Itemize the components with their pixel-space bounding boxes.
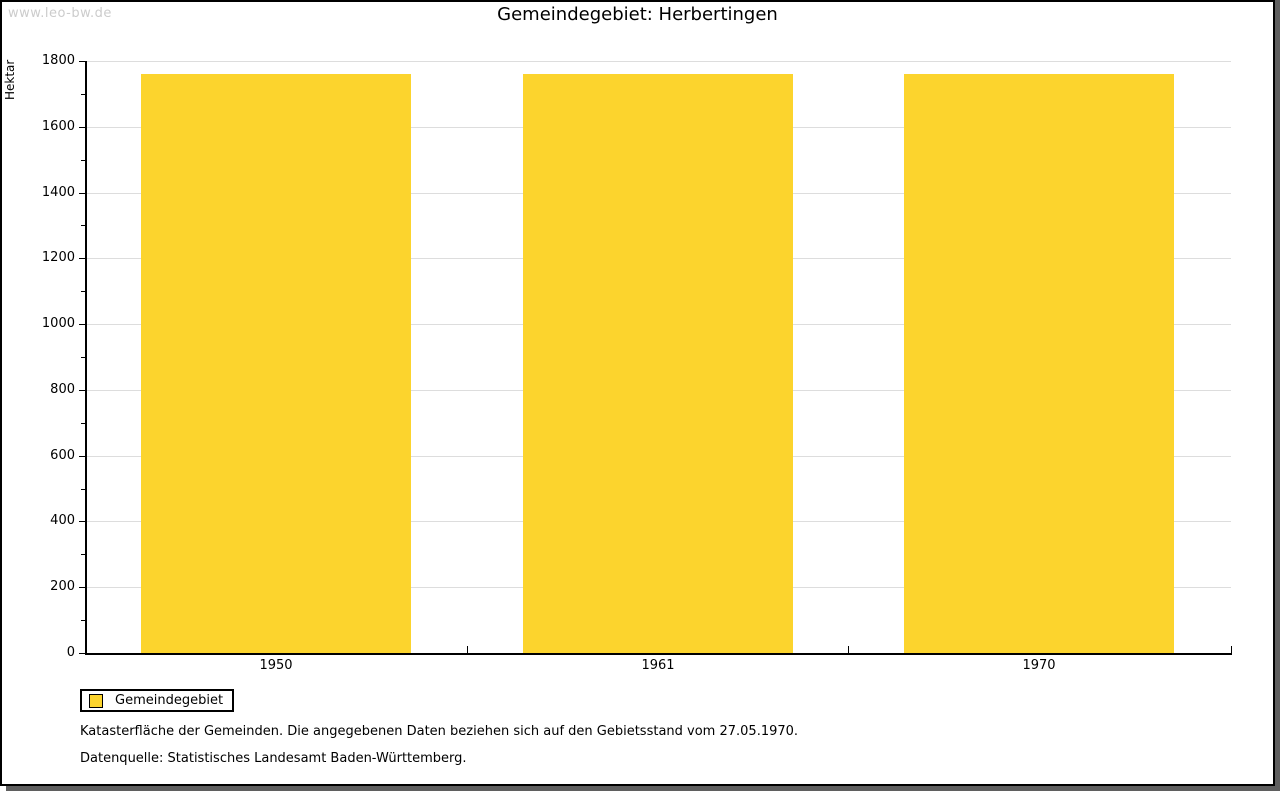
y-axis-minor-tick xyxy=(81,225,85,226)
x-axis-tick-label: 1970 xyxy=(1022,658,1056,673)
y-axis-major-tick xyxy=(79,193,85,194)
y-axis-tick-label: 800 xyxy=(50,382,75,397)
y-axis-tick-label: 0 xyxy=(66,645,75,660)
bar-1950 xyxy=(141,74,411,653)
y-axis-tick-label: 1800 xyxy=(41,53,75,68)
x-axis-boundary-tick xyxy=(467,646,468,653)
y-axis-tick-label: 1600 xyxy=(41,119,75,134)
y-axis-major-tick xyxy=(79,127,85,128)
y-axis-major-tick xyxy=(79,456,85,457)
y-axis-major-tick xyxy=(79,653,85,654)
gridline-1800 xyxy=(87,61,1231,62)
y-axis-major-tick xyxy=(79,61,85,62)
y-axis-minor-tick xyxy=(81,94,85,95)
y-axis-minor-tick xyxy=(81,489,85,490)
y-axis-minor-tick xyxy=(81,291,85,292)
y-axis-major-tick xyxy=(79,258,85,259)
watermark: www.leo-bw.de xyxy=(8,6,112,21)
y-axis-major-tick xyxy=(79,521,85,522)
legend-swatch xyxy=(89,693,103,708)
y-axis-minor-tick xyxy=(81,554,85,555)
frame-shadow-bottom xyxy=(6,786,1280,791)
legend: Gemeindegebiet xyxy=(80,689,234,712)
x-axis-boundary-tick xyxy=(848,646,849,653)
bar-1970 xyxy=(904,74,1174,653)
y-axis-major-tick xyxy=(79,587,85,588)
footnote-source: Datenquelle: Statistisches Landesamt Bad… xyxy=(80,751,467,766)
y-axis-minor-tick xyxy=(81,160,85,161)
bar-1961 xyxy=(523,74,793,653)
legend-label: Gemeindegebiet xyxy=(115,693,224,708)
y-axis-tick-label: 600 xyxy=(50,448,75,463)
y-axis-tick-label: 400 xyxy=(50,513,75,528)
y-axis-tick-label: 1200 xyxy=(41,250,75,265)
x-axis-end-tick xyxy=(1231,646,1232,653)
y-axis-tick-label: 1400 xyxy=(41,185,75,200)
y-axis-minor-tick xyxy=(81,423,85,424)
y-axis-major-tick xyxy=(79,324,85,325)
y-axis-line xyxy=(85,61,87,655)
y-axis-tick-label: 200 xyxy=(50,579,75,594)
footnote-description: Katasterfläche der Gemeinden. Die angege… xyxy=(80,724,799,739)
y-axis-major-tick xyxy=(79,390,85,391)
y-axis-minor-tick xyxy=(81,357,85,358)
frame-shadow-right xyxy=(1275,0,1280,791)
x-axis-tick-label: 1961 xyxy=(641,658,675,673)
y-axis-minor-tick xyxy=(81,620,85,621)
x-axis-line xyxy=(85,653,1232,655)
y-axis-tick-label: 1000 xyxy=(41,316,75,331)
chart-title: Gemeindegebiet: Herbertingen xyxy=(497,4,778,25)
x-axis-tick-label: 1950 xyxy=(259,658,293,673)
